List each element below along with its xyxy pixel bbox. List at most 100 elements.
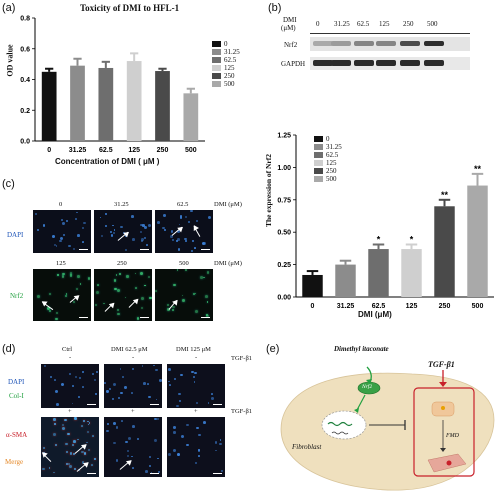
blot-row-nrf2: Nrf2	[284, 41, 298, 49]
cell-nucleus	[112, 397, 115, 400]
cell-nucleus	[42, 224, 46, 227]
legend-label: 250	[224, 72, 235, 80]
e-fibroblast-label: Fibroblast	[292, 443, 322, 451]
cell-nucleus	[200, 276, 203, 279]
chart-a-title: Toxicity of DMI to HFL-1	[80, 3, 180, 13]
blot-conc-label: 0	[316, 20, 320, 28]
x-tick-label: 500	[472, 303, 484, 310]
cell-nucleus	[194, 292, 197, 295]
cell-nucleus	[61, 222, 65, 225]
cell-nucleus	[75, 376, 78, 379]
cell-nucleus	[73, 439, 76, 443]
bar-0	[302, 274, 323, 297]
cell-nucleus	[192, 293, 195, 296]
cell-nucleus	[113, 279, 117, 282]
d-image-ctrl-plus	[41, 417, 99, 477]
cell-nucleus	[119, 367, 122, 370]
cell-nucleus	[69, 465, 72, 469]
x-tick-label: 0	[311, 303, 315, 310]
cell-nucleus	[120, 391, 123, 395]
cell-nucleus	[73, 301, 76, 303]
cell-nucleus	[180, 214, 183, 217]
d-image-dmi125-minus	[167, 364, 225, 408]
cell-nucleus	[176, 269, 179, 272]
cell-nucleus	[62, 272, 65, 276]
legend-label: 125	[326, 159, 337, 167]
cell-nucleus	[178, 392, 181, 396]
cell-nucleus	[153, 439, 157, 442]
cell-nucleus	[198, 455, 201, 458]
cell-nucleus	[95, 393, 97, 395]
column-label: -	[132, 354, 135, 361]
cell-nucleus	[121, 375, 124, 378]
bar-250	[434, 206, 455, 297]
cell-nucleus	[106, 429, 110, 433]
y-tick-label: 0.00	[277, 295, 291, 302]
cell-nucleus	[112, 231, 115, 234]
legend-label: 500	[224, 80, 235, 88]
cell-nucleus	[99, 217, 102, 219]
panel-label-b: (b)	[268, 2, 282, 14]
cell-nucleus	[87, 420, 90, 423]
e-dmi-label: Dimethyl itaconate	[334, 345, 389, 353]
legend-item: 500	[314, 175, 342, 183]
cell-nucleus	[131, 455, 134, 458]
cell-nucleus	[156, 221, 160, 225]
dna-strand	[327, 421, 353, 427]
cell-nucleus	[113, 441, 116, 445]
cell-nucleus	[147, 275, 151, 279]
legend-swatch	[314, 168, 323, 175]
cell-nucleus	[72, 453, 76, 456]
blot-band-gapdh	[313, 60, 333, 66]
cell-nucleus	[173, 283, 177, 287]
cell-nucleus	[141, 224, 145, 227]
cell-nucleus	[211, 397, 214, 401]
y-tick-label: 0.6	[20, 46, 30, 53]
chart-b-xlabel: DMI (μM)	[358, 310, 392, 319]
cell-nucleus	[135, 287, 137, 289]
cell-nucleus	[65, 442, 68, 446]
cell-nucleus	[131, 215, 135, 218]
cell-nucleus	[75, 287, 78, 290]
cell-nucleus	[196, 426, 199, 430]
cell-nucleus	[59, 237, 63, 241]
cell-nucleus	[131, 367, 135, 370]
cell-nucleus	[184, 239, 188, 243]
legend-swatch	[212, 41, 221, 48]
chart-b: 0.000.250.500.751.001.250 31.25 62.5*125*2…	[277, 133, 494, 310]
cell-nucleus	[186, 423, 189, 427]
cell-nucleus	[157, 457, 159, 460]
column-label: +	[194, 408, 198, 415]
cell-nucleus	[49, 375, 52, 378]
x-tick-label: 0	[47, 147, 51, 154]
cell-nucleus	[204, 295, 208, 299]
d-row-dapi: DAPI	[8, 378, 25, 386]
cell-nucleus	[93, 378, 97, 381]
e-nrf2-label: Nrf2	[362, 384, 373, 390]
cell-nucleus	[117, 396, 120, 399]
d-row-asma: α-SMA	[6, 431, 28, 439]
cell-nucleus	[107, 422, 110, 426]
cell-nucleus	[194, 246, 197, 249]
chart-b-legend: 0 31.25 62.5 125 250 500	[314, 135, 342, 183]
cell-nucleus	[171, 309, 174, 311]
cell-nucleus	[171, 230, 174, 233]
blot-band-nrf2	[424, 41, 444, 46]
cell-nucleus	[112, 224, 115, 227]
y-tick-label: 1.00	[277, 165, 291, 172]
cell-nucleus	[37, 294, 40, 298]
cell-nucleus	[75, 217, 78, 220]
cell-nucleus	[53, 243, 57, 247]
cell-nucleus	[219, 439, 222, 441]
cell-nucleus	[68, 463, 70, 466]
cell-nucleus	[70, 274, 73, 277]
blot-band-nrf2	[354, 41, 374, 46]
cell-nucleus	[112, 383, 116, 387]
chart-a: 0.0 0.2 0.4 0.6 0.8 0 31.25 62.5 125 250 500	[20, 16, 205, 154]
cell-nucleus	[202, 420, 206, 424]
cell-nucleus	[71, 385, 74, 387]
legend-item: 31.25	[212, 48, 240, 56]
fibroblast-cell-shape	[280, 372, 495, 491]
bar-500	[183, 93, 199, 141]
legend-label: 500	[326, 175, 337, 183]
